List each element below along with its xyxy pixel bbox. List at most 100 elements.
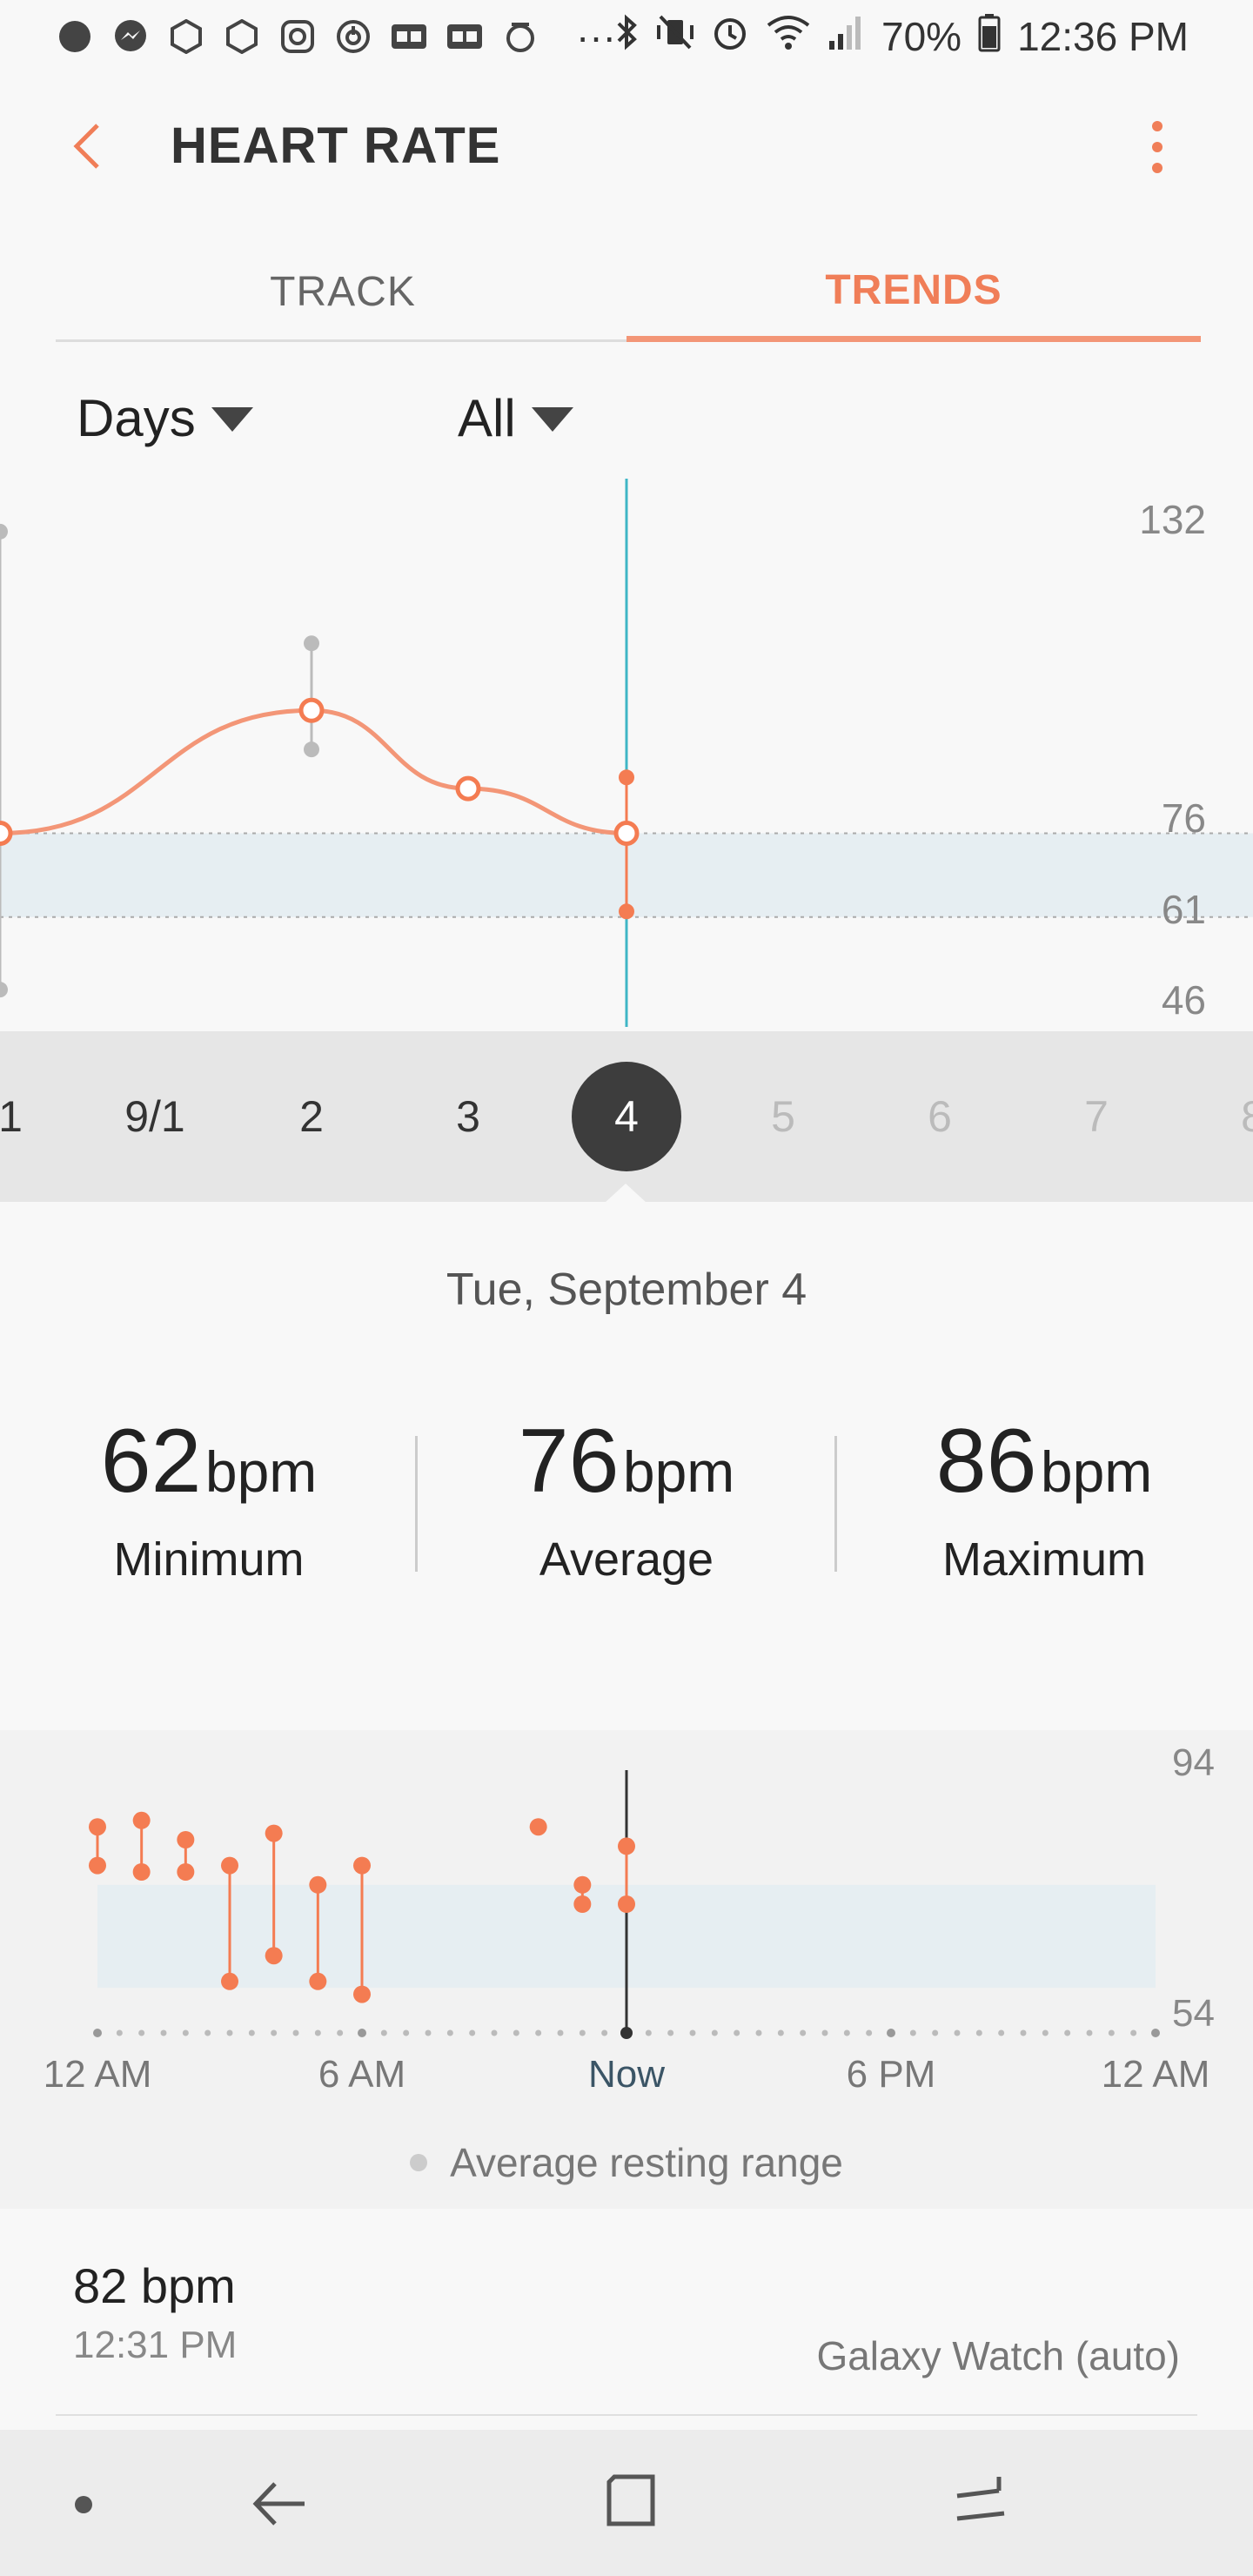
date-item-label: 8 <box>1241 1091 1253 1142</box>
date-item[interactable]: 5 <box>722 1031 844 1202</box>
range-min-point <box>304 741 319 758</box>
tab-trends[interactable]: TRENDS <box>626 244 1201 342</box>
trend-y-tick: 76 <box>1161 795 1206 841</box>
reading-max-point <box>529 1818 547 1836</box>
page-title: HEART RATE <box>171 117 501 174</box>
back-arrow-icon[interactable] <box>249 2473 310 2539</box>
vibrate-mute-icon <box>655 13 695 61</box>
date-item[interactable]: 8 <box>1192 1031 1253 1202</box>
date-item-label: 7 <box>1084 1092 1109 1141</box>
average-line <box>0 708 627 835</box>
overflow-dots: ··· <box>576 14 616 59</box>
date-item[interactable]: 9/1 <box>94 1031 216 1202</box>
reading-min-point <box>177 1863 195 1881</box>
reading-time: 12:31 PM <box>73 2324 238 2366</box>
legend-label: Average resting range <box>450 2140 843 2185</box>
reading-min-point <box>221 1972 238 1990</box>
reading-source: Galaxy Watch (auto) <box>816 2333 1180 2378</box>
more-vertical-icon <box>1152 121 1163 173</box>
axis-tick-dot <box>491 2029 498 2036</box>
date-item-label: 9/1 <box>124 1092 185 1141</box>
axis-tick-dot <box>1064 2029 1071 2036</box>
more-options-button[interactable] <box>1131 110 1183 184</box>
reading-max-point <box>618 1837 635 1855</box>
axis-tick-dot <box>601 2029 608 2036</box>
axis-tick-dot <box>248 2029 255 2036</box>
hexagon-icon <box>223 17 261 56</box>
axis-tick-dot <box>689 2029 696 2036</box>
reading-max-point <box>309 1875 327 1894</box>
power-circle-icon <box>334 17 372 56</box>
tab-track[interactable]: TRACK <box>56 244 630 342</box>
reading-max-point <box>353 1856 371 1875</box>
period-dropdown[interactable]: Days <box>77 374 253 461</box>
clock-time: 12:36 PM <box>1017 14 1189 59</box>
trend-y-tick: 132 <box>1139 497 1206 542</box>
stat-minimum: 62 bpm Minimum <box>0 1410 418 1587</box>
day-x-label: 6 PM <box>847 2053 936 2096</box>
trend-y-tick: 46 <box>1161 977 1206 1023</box>
stat-unit: bpm <box>622 1439 735 1504</box>
stat-unit: bpm <box>204 1439 318 1504</box>
average-point <box>0 820 13 846</box>
battery-percent: 70% <box>881 14 962 59</box>
axis-tick-dot <box>557 2029 564 2036</box>
trend-y-tick: 61 <box>1161 887 1206 932</box>
range-max-point <box>304 635 319 652</box>
home-square-icon[interactable] <box>600 2470 661 2535</box>
date-item-label: 3 <box>456 1092 480 1141</box>
selected-date: Tue, September 4 <box>446 1265 807 1315</box>
date-item[interactable]: 4 <box>566 1031 687 1202</box>
day-chart-svg: 94 54 12 AM 6 AM Now 6 PM 12 AM <box>44 1741 1215 2096</box>
axis-tick-dot <box>777 2029 784 2036</box>
reading-min-point <box>618 1895 635 1913</box>
stat-average: 76 bpm Average <box>418 1410 835 1587</box>
axis-tick-dot <box>160 2029 167 2036</box>
average-point <box>613 820 640 846</box>
ge-icon <box>390 17 428 56</box>
axis-tick-dot <box>975 2029 982 2036</box>
date-item[interactable]: 3 <box>407 1031 529 1202</box>
day-y-tick: 54 <box>1172 1992 1215 2035</box>
axis-tick-dot <box>1042 2029 1049 2036</box>
axis-tick-dot <box>755 2029 762 2036</box>
date-item[interactable]: 6 <box>879 1031 1001 1202</box>
reading-value[interactable]: 82 bpm <box>73 2258 236 2313</box>
day-chart-panel: 94 54 12 AM 6 AM Now 6 PM 12 AM <box>0 1730 1253 2209</box>
reading-min-point <box>309 1972 327 1990</box>
scope-dropdown[interactable]: All <box>458 374 573 461</box>
nyt-icon <box>501 17 539 56</box>
axis-tick-dot <box>226 2029 233 2036</box>
range-min-point <box>0 982 8 998</box>
average-point <box>298 697 325 723</box>
back-button[interactable] <box>52 104 122 191</box>
day-x-label: 6 AM <box>318 2053 405 2096</box>
messenger-icon <box>111 17 150 56</box>
date-item[interactable]: 1 <box>0 1031 71 1202</box>
reading-min-point <box>89 1856 106 1875</box>
date-item[interactable]: 7 <box>1035 1031 1157 1202</box>
reading-max-point <box>132 1811 151 1829</box>
axis-tick-dot <box>204 2029 211 2036</box>
dot-icon[interactable] <box>75 2496 92 2513</box>
range-min-point <box>619 903 634 920</box>
date-item-label: 6 <box>928 1092 952 1141</box>
range-max-point <box>619 769 634 786</box>
date-item[interactable]: 2 <box>251 1031 372 1202</box>
axis-tick-dot <box>380 2029 387 2036</box>
battery-icon <box>977 12 1002 62</box>
reading-min-point <box>265 1947 283 1965</box>
reading-min-point <box>353 1985 371 2003</box>
stat-divider <box>834 1436 837 1572</box>
chevron-left-icon <box>70 120 104 177</box>
date-strip[interactable]: 1 9/1 2 3 4 5 6 7 8 <box>0 1031 1253 1202</box>
axis-tick-dot <box>932 2029 939 2036</box>
axis-tick-dot <box>446 2029 453 2036</box>
recents-icon[interactable] <box>950 2470 1011 2535</box>
navigation-bar <box>0 2430 1253 2576</box>
trend-chart[interactable]: 132 76 61 46 <box>0 470 1253 1027</box>
reading-max-point <box>89 1818 106 1836</box>
axis-tick-dot <box>425 2029 432 2036</box>
axis-tick-dot <box>843 2029 850 2036</box>
axis-tick-dot <box>821 2029 828 2036</box>
